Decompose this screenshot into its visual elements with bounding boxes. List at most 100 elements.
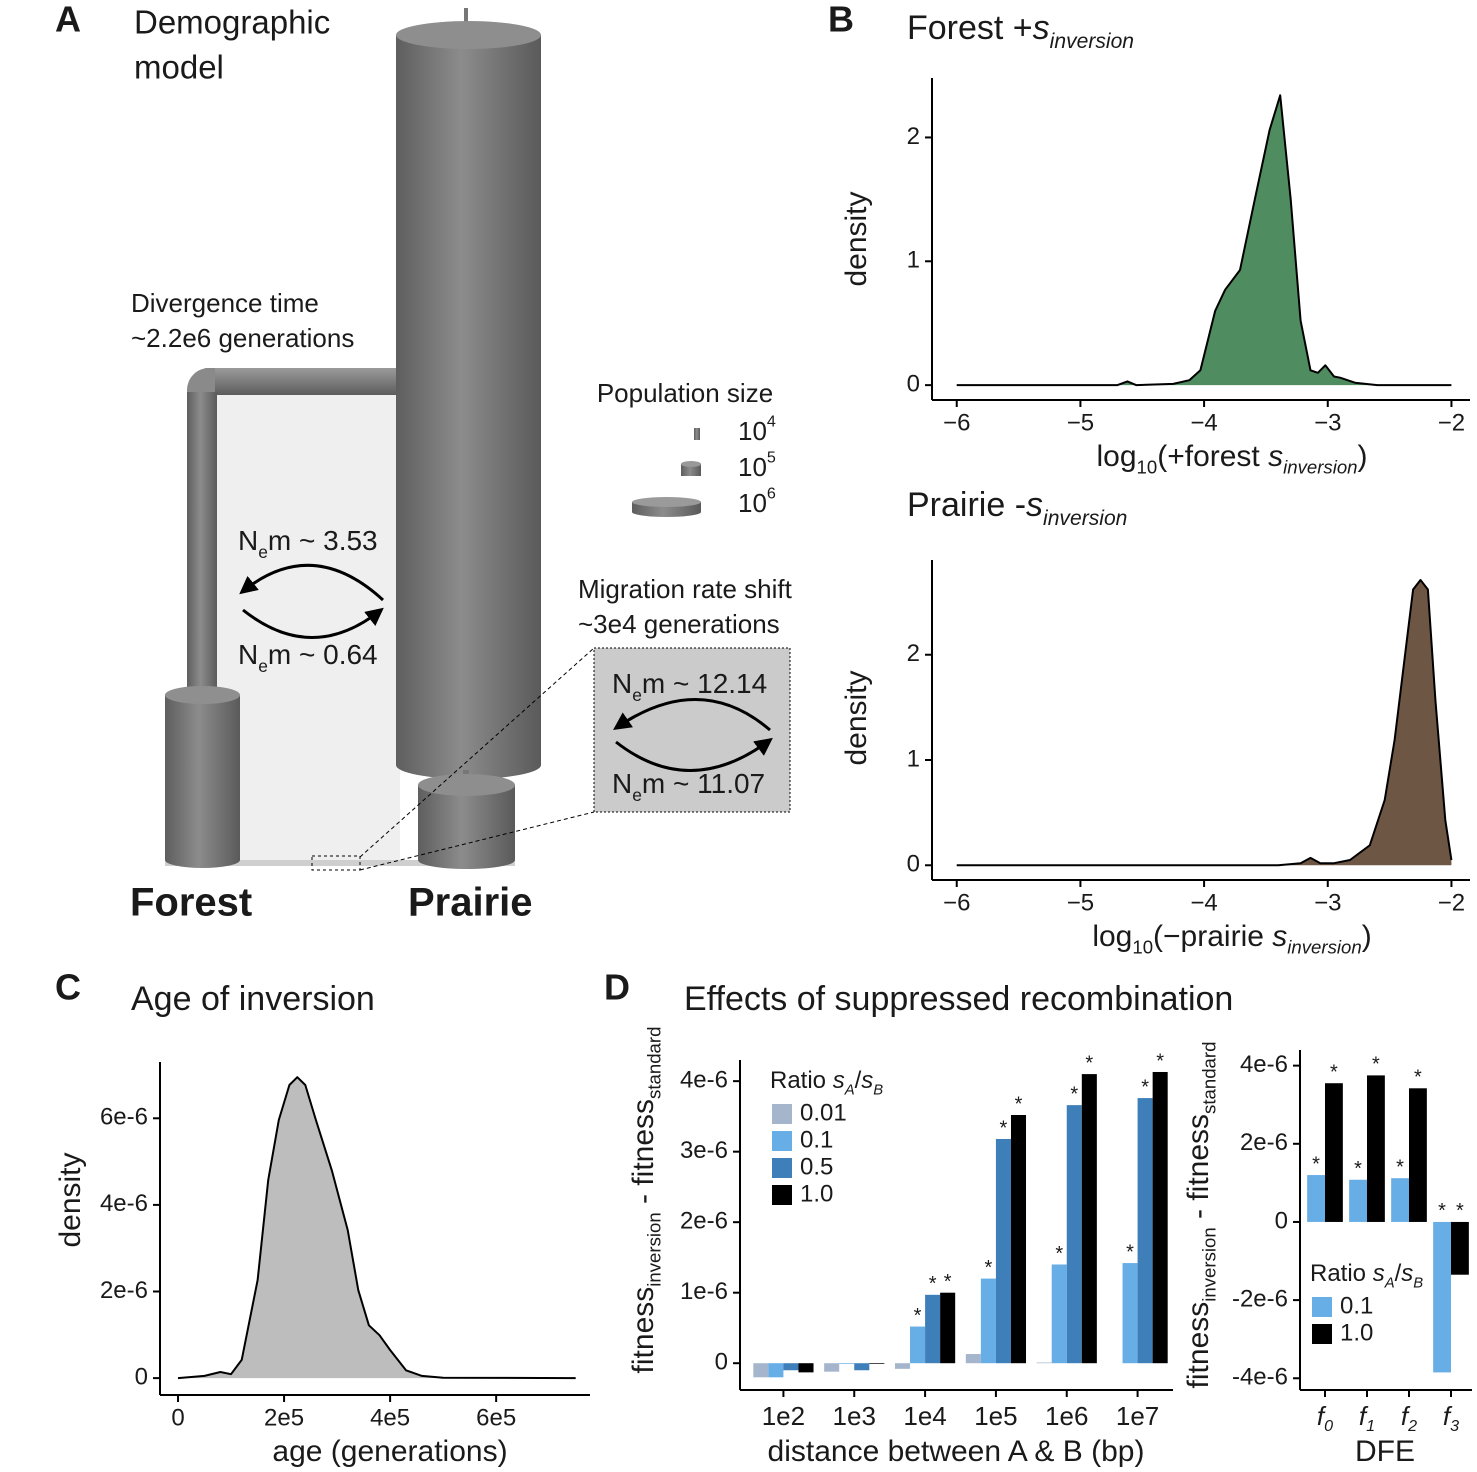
legend-label: 1.0: [1340, 1319, 1373, 1346]
text-part: s: [1373, 1260, 1385, 1287]
text-part: N: [238, 639, 258, 670]
bar: [768, 1363, 784, 1378]
bar: [1307, 1175, 1325, 1222]
x-tick-label: f2: [1401, 1401, 1417, 1435]
y-tick-label: 1e-6: [680, 1278, 728, 1305]
text-part: f: [1317, 1401, 1327, 1431]
bar: [910, 1326, 926, 1364]
y-tick-label: 2e-6: [100, 1277, 148, 1304]
x-tick-label: 1e4: [903, 1401, 946, 1431]
text-part: m ~ 11.07: [642, 768, 765, 799]
x-tick-label: 1e6: [1045, 1401, 1088, 1431]
significance-mark: *: [1070, 1083, 1078, 1105]
bar: [798, 1363, 814, 1373]
forest-cylinder: [165, 686, 240, 704]
size-key: [632, 497, 701, 507]
density-area: [178, 1077, 576, 1379]
demographic-diagram: [165, 8, 791, 871]
text-part: s: [1272, 920, 1287, 953]
text-part: ): [1358, 440, 1368, 473]
x-axis-title: distance between A & B (bp): [768, 1435, 1145, 1468]
text-part: B: [873, 1082, 883, 1098]
y-tick-label: 1: [907, 745, 920, 772]
text-part: f: [1359, 1401, 1369, 1431]
x-tick-label: −5: [1067, 409, 1094, 436]
bar: [1451, 1221, 1469, 1275]
text-part: m ~ 0.64: [268, 639, 378, 670]
bar: [854, 1363, 870, 1371]
zoom-line: [359, 811, 595, 871]
prairie-cylinder: [418, 774, 515, 796]
text-part: ): [1362, 920, 1372, 953]
prairie-column: [396, 35, 541, 765]
bar: [1010, 1115, 1027, 1364]
significance-mark: *: [1126, 1241, 1134, 1263]
inset: [593, 647, 791, 813]
text-part: 3: [1450, 1417, 1459, 1435]
bar: [1409, 1088, 1427, 1222]
text-part: Forest +: [907, 9, 1033, 47]
size-key: [681, 461, 701, 467]
bar: [1137, 1098, 1153, 1364]
x-tick-label: 1e2: [762, 1401, 805, 1431]
text-part: fitness: [1182, 1302, 1215, 1389]
text-part: 6: [767, 485, 776, 503]
text-part: 5: [767, 449, 776, 467]
y-axis-title: density: [840, 191, 873, 286]
chart-title: Age of inversion: [131, 980, 375, 1018]
prairie-cylinder: [418, 785, 515, 860]
migration-arrow: [613, 698, 771, 732]
text-part: f: [1401, 1401, 1411, 1431]
text-part: 0: [1324, 1417, 1333, 1435]
text-part: m ~ 3.53: [268, 525, 378, 556]
text-part: log: [1096, 440, 1136, 473]
text-part: s: [1268, 440, 1283, 473]
text-part: B: [1413, 1275, 1423, 1291]
x-tick-label: 1e5: [974, 1401, 1017, 1431]
migration-arrow: [239, 564, 385, 602]
text-part: (−prairie: [1153, 920, 1272, 953]
y-axis-title: fitnessinversion - fitnessstandard: [627, 1027, 664, 1374]
significance-mark: *: [1354, 1158, 1362, 1180]
population-label: Forest: [130, 881, 252, 925]
text-part: standard: [1198, 1042, 1219, 1114]
bar: [1325, 1083, 1343, 1222]
significance-mark: *: [1141, 1076, 1149, 1098]
bar: [1051, 1264, 1067, 1364]
significance-mark: *: [1085, 1052, 1093, 1074]
significance-mark: *: [929, 1273, 937, 1295]
legend-swatch: [1312, 1297, 1332, 1317]
annotation: Divergence time: [131, 288, 319, 318]
text-part: A: [844, 1082, 855, 1098]
y-tick-label: 0: [907, 851, 920, 878]
text-part: s: [1401, 1260, 1413, 1287]
chart-title: Prairie -sinversion: [907, 486, 1127, 529]
y-axis-title: density: [840, 670, 873, 765]
significance-mark: *: [984, 1257, 992, 1279]
diagram-title: Demographic: [134, 4, 330, 41]
density-area: [956, 95, 1452, 386]
y-tick-label: 0: [907, 370, 920, 397]
bar: [940, 1292, 956, 1364]
legend-label: 0.5: [800, 1153, 833, 1180]
text-part: e: [258, 541, 268, 561]
text-part: e: [632, 784, 642, 804]
y-tick-label: 2: [907, 123, 920, 150]
y-tick-label: 4e-6: [680, 1066, 728, 1093]
text-part: /: [855, 1067, 862, 1094]
x-tick-label: f0: [1317, 1401, 1333, 1435]
bar: [1081, 1074, 1097, 1364]
text-part: - fitness: [627, 1099, 660, 1212]
x-tick-label: 2e5: [264, 1404, 304, 1431]
migration-arrow: [242, 607, 384, 639]
significance-mark: *: [1456, 1200, 1464, 1222]
significance-mark: *: [914, 1305, 922, 1327]
significance-mark: *: [944, 1271, 952, 1293]
text-part: N: [238, 525, 258, 556]
bar: [995, 1138, 1011, 1364]
significance-mark: *: [1312, 1153, 1320, 1175]
significance-mark: *: [1396, 1156, 1404, 1178]
migration-label: Nem ~ 11.07: [612, 768, 765, 804]
x-axis-title: log10(+forest sinversion): [1096, 440, 1367, 477]
panel-letter: D: [604, 967, 630, 1008]
